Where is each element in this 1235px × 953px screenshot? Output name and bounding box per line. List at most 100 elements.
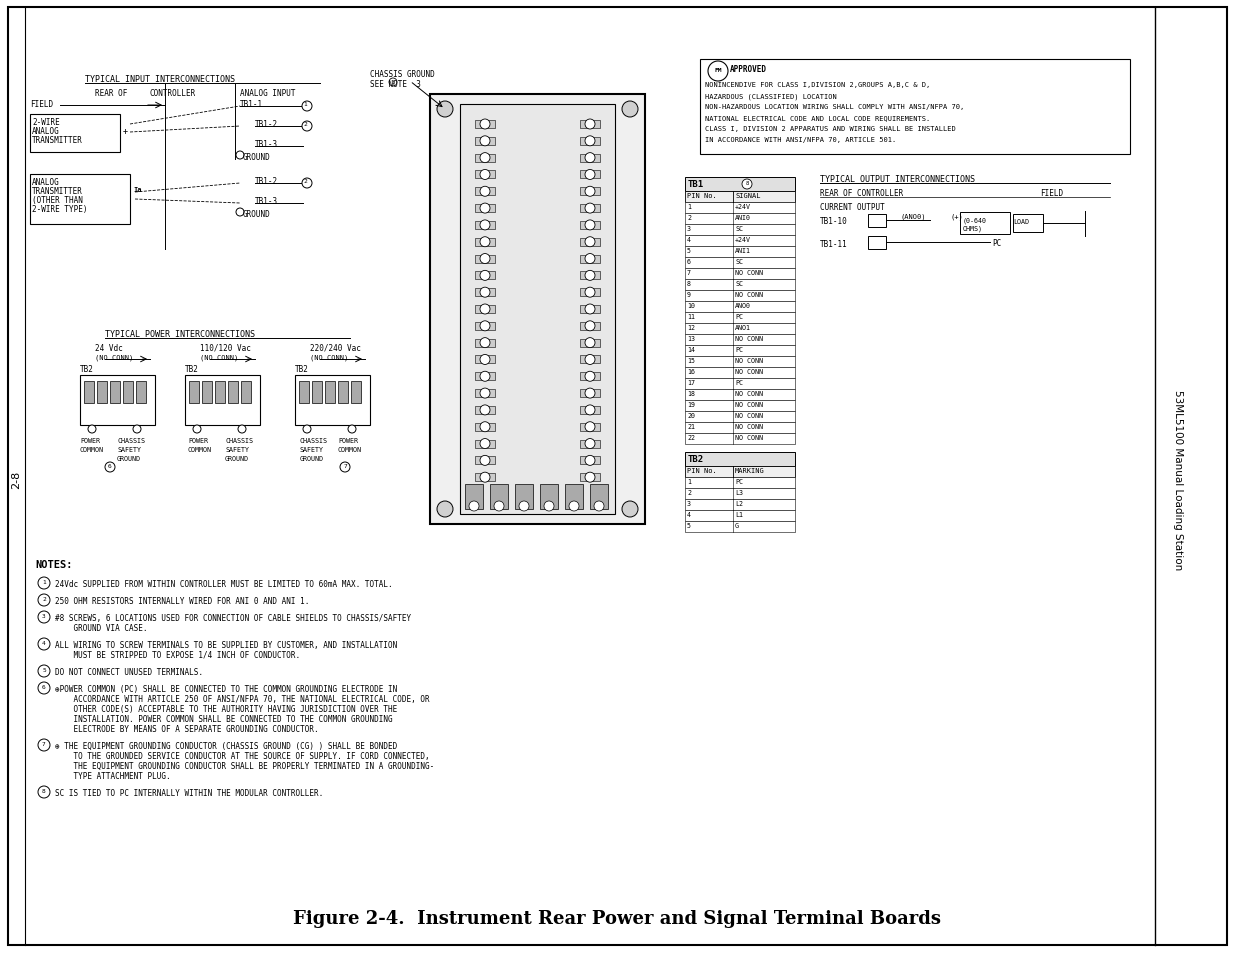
Bar [685,324,795,335]
Circle shape [389,79,396,87]
Bar [98,381,107,403]
Bar [685,192,795,203]
Text: 7: 7 [42,741,46,747]
Circle shape [480,422,490,433]
Text: +24V: +24V [735,204,751,210]
Text: Ia: Ia [133,187,142,193]
Text: ALL WIRING TO SCREW TERMINALS TO BE SUPPLIED BY CUSTOMER, AND INSTALLATION: ALL WIRING TO SCREW TERMINALS TO BE SUPP… [56,640,398,649]
Text: SAFETY: SAFETY [225,447,249,453]
Circle shape [38,595,49,606]
Bar [475,272,495,280]
Text: CHASSIS GROUND: CHASSIS GROUND [370,70,435,79]
Bar [351,381,361,403]
Bar [685,489,795,499]
Circle shape [585,422,595,433]
Circle shape [585,456,595,466]
Bar [685,203,795,213]
Circle shape [38,682,49,695]
Text: 6: 6 [42,685,46,690]
Text: 110/120 Vac: 110/120 Vac [200,344,251,353]
Text: 2: 2 [42,597,46,602]
Text: ACCORDANCE WITH ARTICLE 250 OF ANSI/NFPA 70, THE NATIONAL ELECTRICAL CODE, OR: ACCORDANCE WITH ARTICLE 250 OF ANSI/NFPA… [56,695,430,703]
Bar [868,214,885,228]
Text: IN ACCORDANCE WITH ANSI/NFPA 70, ARTICLE 501.: IN ACCORDANCE WITH ANSI/NFPA 70, ARTICLE… [705,137,897,143]
Text: DO NOT CONNECT UNUSED TERMINALS.: DO NOT CONNECT UNUSED TERMINALS. [56,667,203,677]
Circle shape [437,501,453,517]
Text: REAR OF: REAR OF [95,89,127,98]
Circle shape [480,439,490,449]
Circle shape [480,136,490,147]
Text: TB2: TB2 [80,365,94,374]
Text: 9: 9 [687,292,692,297]
Bar [475,407,495,415]
Bar [685,356,795,368]
Bar [475,322,495,331]
Bar [685,412,795,422]
Text: TYPICAL INPUT INTERCONNECTIONS: TYPICAL INPUT INTERCONNECTIONS [85,75,235,84]
Circle shape [480,473,490,482]
Text: L1: L1 [735,512,743,517]
Text: GROUND: GROUND [243,152,270,162]
Bar [430,95,645,524]
Bar [475,137,495,146]
Circle shape [480,153,490,164]
Circle shape [585,136,595,147]
Text: TB1-3: TB1-3 [254,140,278,149]
Circle shape [348,426,356,434]
Bar [338,381,348,403]
Text: POWER: POWER [80,437,100,443]
Text: CLASS I, DIVISION 2 APPARATUS AND WIRING SHALL BE INSTALLED: CLASS I, DIVISION 2 APPARATUS AND WIRING… [705,126,956,132]
Text: PC: PC [735,379,743,386]
Text: ANALOG INPUT: ANALOG INPUT [240,89,295,98]
Bar [580,339,600,347]
Text: 1: 1 [687,478,692,484]
Text: 17: 17 [687,379,695,386]
Bar [580,423,600,432]
Text: L3: L3 [735,490,743,496]
Text: TB2: TB2 [295,365,309,374]
Text: SC: SC [735,226,743,232]
Circle shape [742,180,752,190]
Text: SC: SC [735,281,743,287]
Text: 3: 3 [687,226,692,232]
Text: 1: 1 [687,204,692,210]
Text: 22: 22 [687,435,695,440]
Bar [241,381,251,403]
Text: CURRENT OUTPUT: CURRENT OUTPUT [820,203,884,212]
Text: (+): (+) [950,213,963,219]
Circle shape [38,612,49,623]
Bar [475,339,495,347]
Circle shape [303,122,312,132]
Text: SEE NOTE  3: SEE NOTE 3 [370,80,421,89]
Circle shape [543,501,555,512]
Bar [475,423,495,432]
Bar [84,381,94,403]
Bar [580,373,600,381]
Bar [685,269,795,280]
Text: TO THE GROUNDED SERVICE CONDUCTOR AT THE SOURCE OF SUPPLY. IF CORD CONNECTED,: TO THE GROUNDED SERVICE CONDUCTOR AT THE… [56,751,430,760]
Text: ANI1: ANI1 [735,248,751,253]
Circle shape [585,221,595,231]
Text: NO CONN: NO CONN [735,335,763,341]
Text: 4: 4 [687,236,692,243]
Bar [580,255,600,263]
Text: 16: 16 [687,369,695,375]
Text: ⊕ THE EQUIPMENT GROUNDING CONDUCTOR (CHASSIS GROUND (CG) ) SHALL BE BONDED: ⊕ THE EQUIPMENT GROUNDING CONDUCTOR (CHA… [56,741,398,750]
Text: 1: 1 [42,579,46,585]
Bar [685,477,795,489]
Circle shape [585,153,595,164]
Text: 12: 12 [687,325,695,331]
Text: POWER: POWER [338,437,358,443]
Text: NO CONN: NO CONN [735,413,763,418]
Text: 4: 4 [687,512,692,517]
Text: L2: L2 [735,500,743,506]
Circle shape [105,462,115,473]
Text: SAFETY: SAFETY [117,447,141,453]
Text: GROUND: GROUND [243,210,270,219]
Circle shape [519,501,529,512]
Text: 6: 6 [109,463,112,469]
Circle shape [38,740,49,751]
Circle shape [480,271,490,281]
Circle shape [585,288,595,298]
Text: PC: PC [735,314,743,319]
